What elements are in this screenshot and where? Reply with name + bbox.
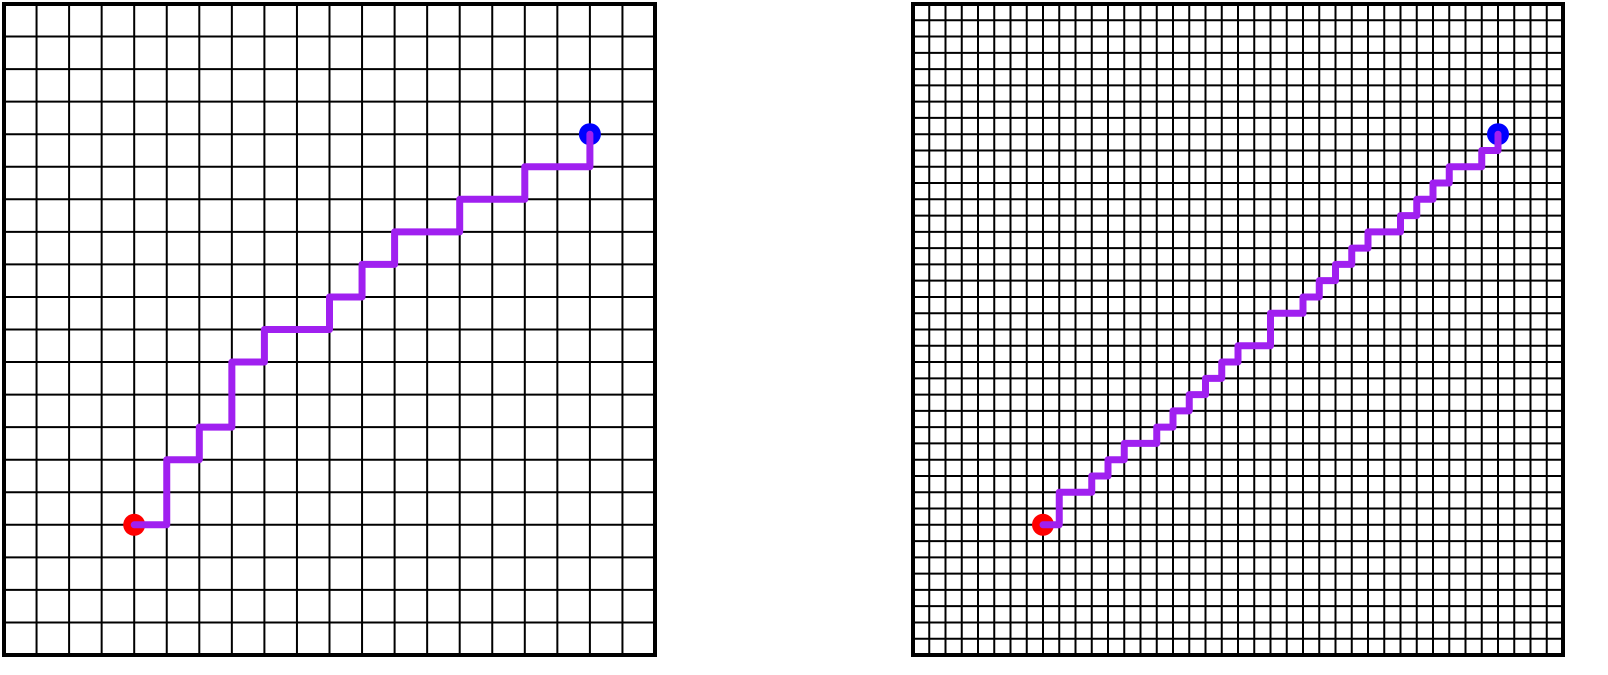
path [1039, 130, 1502, 529]
path [130, 130, 594, 529]
grid-border [911, 2, 1565, 657]
grid-border [2, 2, 657, 657]
